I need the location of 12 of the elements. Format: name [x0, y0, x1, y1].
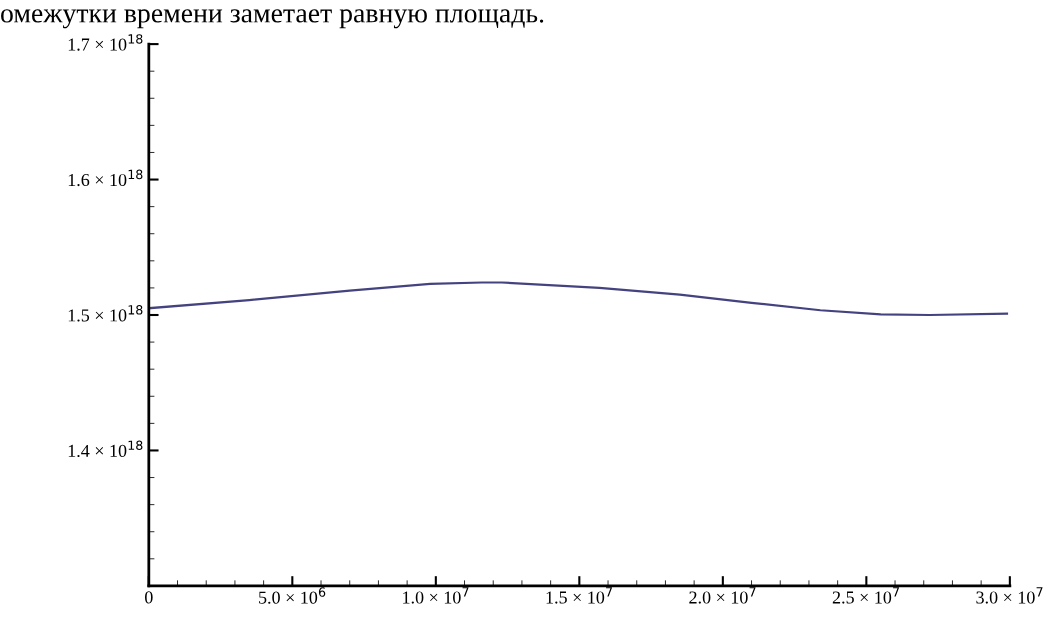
x-tick-label: 3.0 × 10$^{7}$	[976, 587, 1043, 604]
x-tick-label: 2.5 × 10$^{7}$	[832, 587, 900, 604]
x-tick-label: 2.0 × 10$^{7}$	[689, 587, 756, 604]
y-tick-label: 1.6 × 10$^{18}$	[68, 169, 143, 187]
y-tick-label: 1.5 × 10$^{18}$	[68, 305, 143, 322]
x-tick-label: 1.0 × 10$^{7}$	[403, 587, 469, 604]
text: омежутки времени заметает равную площадь.	[1, 9, 544, 29]
x-tick-label: 1.5 × 10$^{7}$	[546, 587, 612, 604]
y-tick-label: 1.4 × 10$^{18}$	[68, 440, 143, 458]
x-tick-label: 0	[144, 591, 153, 604]
y-tick-label: 1.7 × 10$^{18}$	[68, 34, 143, 51]
x-tick-label: 5.0 × 10$^{6}$	[259, 587, 326, 604]
